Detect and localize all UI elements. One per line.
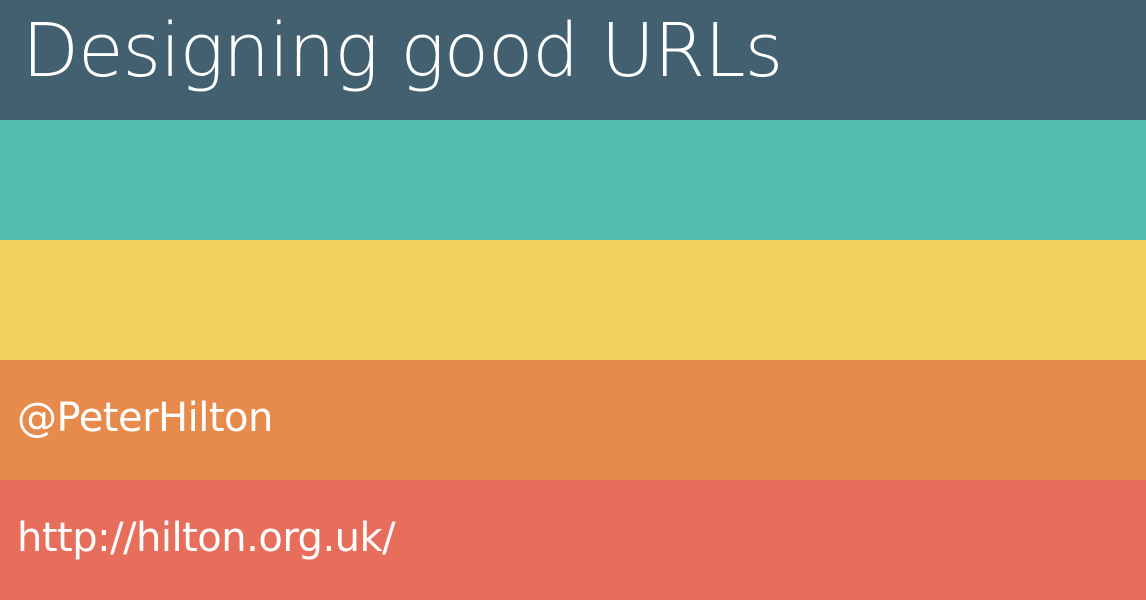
title-band: Designing good URLs xyxy=(0,0,1146,120)
slide-title: Designing good URLs xyxy=(22,8,783,94)
url-band: http://hilton.org.uk/ xyxy=(0,480,1146,600)
handle-band: @PeterHilton xyxy=(0,360,1146,480)
author-url: http://hilton.org.uk/ xyxy=(17,515,396,561)
teal-band xyxy=(0,120,1146,240)
author-handle: @PeterHilton xyxy=(17,395,273,441)
yellow-band xyxy=(0,240,1146,360)
